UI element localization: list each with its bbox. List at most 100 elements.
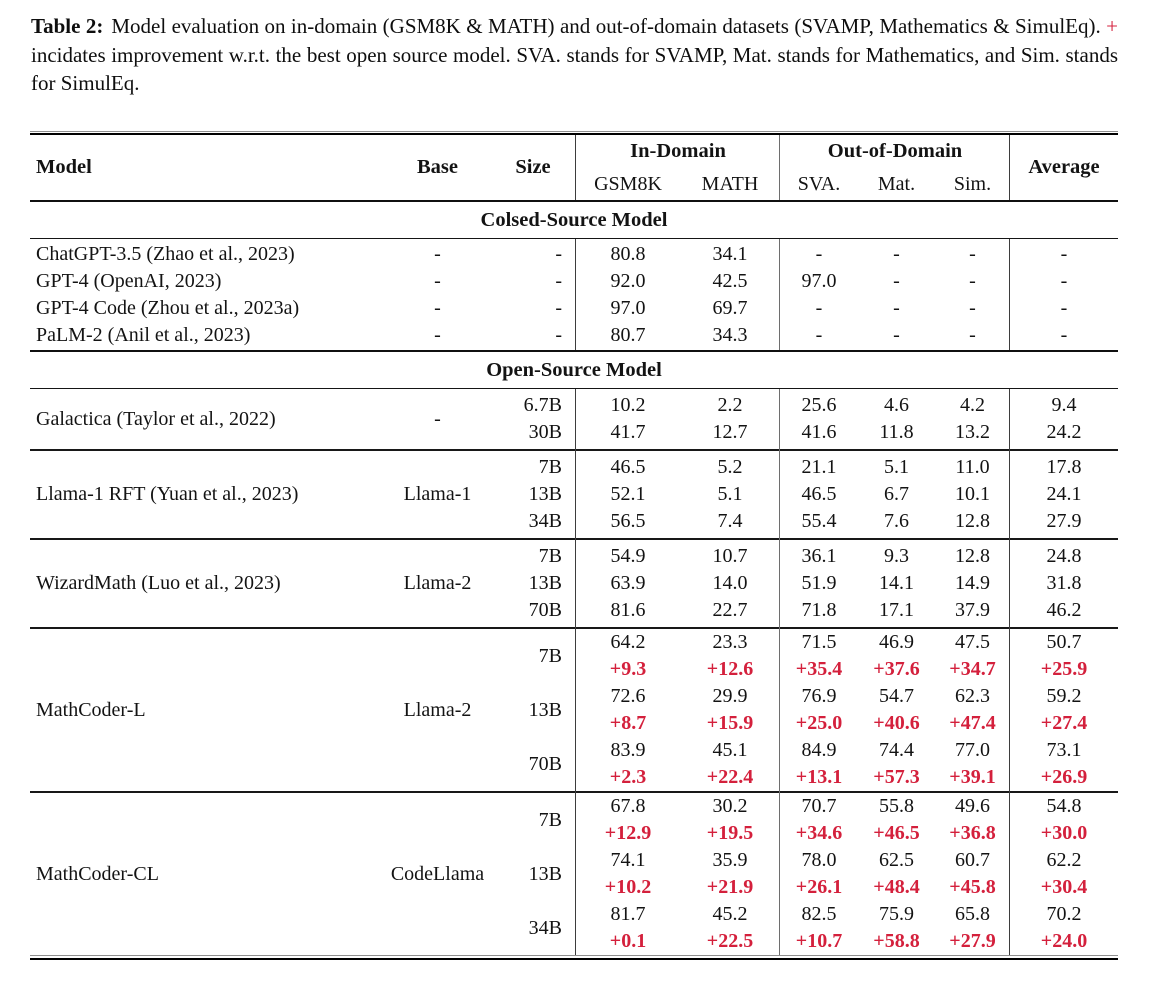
metric-value: 73.1: [1046, 739, 1082, 761]
metric-value: 41.7: [610, 421, 646, 443]
metric-value: 65.8: [955, 903, 990, 925]
metric-value: 78.0: [801, 849, 837, 871]
base-model: -: [434, 407, 441, 430]
metric-improvement: +47.4: [949, 712, 996, 734]
metric-value: -: [1060, 243, 1068, 265]
metric-value: 34.3: [712, 324, 748, 346]
metric-value: 97.0: [801, 270, 837, 292]
metric-improvement: +22.5: [706, 930, 754, 952]
metric-improvement: +40.6: [873, 712, 920, 734]
evaluation-table: Model Base Size In-Domain Out-of-Domain …: [30, 130, 1118, 960]
base-model: -: [434, 243, 441, 265]
metric-improvement: +12.9: [604, 822, 652, 844]
vertical-rule: [1009, 135, 1011, 200]
metric-value: 14.0: [712, 572, 748, 594]
metric-value: 5.1: [884, 456, 909, 478]
model-group: WizardMath (Luo et al., 2023) Llama-2 7B 54…: [30, 540, 1118, 627]
model-group: Galactica (Taylor et al., 2022) - 6.7B 10.2…: [30, 389, 1118, 449]
section-body: Galactica (Taylor et al., 2022) - 6.7B 10.2…: [30, 389, 1118, 955]
metric-improvement: +27.4: [1040, 712, 1088, 734]
metric-value: 59.2: [1046, 685, 1082, 707]
metric-value: 13.2: [955, 421, 990, 443]
metric-value: 75.9: [879, 903, 914, 925]
metric-improvement: +10.2: [604, 876, 652, 898]
metric-value: -: [969, 324, 976, 346]
metric-improvement: +26.1: [795, 876, 843, 898]
model-group: GPT-4 Code (Zhou et al., 2023a) - - 97.0 69.…: [30, 295, 1118, 322]
model-group: MathCoder-L Llama-2 7B 64.2 23.3 71.5 46.9 47.5…: [30, 629, 1118, 791]
metric-value: 10.7: [712, 545, 748, 567]
metric-improvement: +0.1: [609, 930, 647, 952]
metric-improvement: +27.9: [949, 930, 996, 952]
metric-value: 11.0: [955, 456, 990, 478]
metric-value: 55.8: [879, 795, 914, 817]
vertical-rule: [779, 239, 781, 350]
metric-value: 9.4: [1051, 394, 1077, 416]
metric-value: -: [893, 270, 900, 292]
model-name: MathCoder-L: [36, 698, 146, 721]
section-title: Open-Source Model: [486, 358, 662, 381]
metric-improvement: +19.5: [706, 822, 754, 844]
metric-improvement: +13.1: [795, 766, 843, 788]
model-size: 70B: [528, 599, 562, 621]
metric-value: 24.1: [1046, 483, 1082, 505]
metric-value: 74.1: [610, 849, 646, 871]
group-separator-rule: [30, 449, 1118, 451]
model-name: GPT-4 Code (Zhou et al., 2023a): [36, 297, 300, 319]
caption-text-2: incidates improvement w.r.t. the best op…: [31, 42, 1118, 96]
base-model: Llama-2: [403, 572, 472, 594]
table-body: Colsed-Source Model ChatGPT-3.5 (Zhao et …: [30, 200, 1118, 955]
section-title: Colsed-Source Model: [480, 208, 668, 231]
vertical-rule: [1009, 239, 1011, 350]
metric-value: 27.9: [1046, 510, 1082, 532]
metric-value: 80.8: [610, 243, 646, 265]
metric-improvement: +34.7: [949, 658, 996, 680]
metric-value: 54.9: [610, 545, 646, 567]
metric-improvement: +9.3: [609, 658, 647, 680]
metric-value: 4.2: [960, 394, 985, 416]
metric-value: 54.7: [879, 685, 914, 707]
header-size: Size: [515, 156, 551, 178]
metric-value: 22.7: [712, 599, 748, 621]
metric-value: 92.0: [610, 270, 646, 292]
metric-value: 17.1: [879, 599, 914, 621]
metric-value: 62.2: [1046, 849, 1082, 871]
metric-value: 45.2: [712, 903, 748, 925]
metric-value: -: [815, 324, 823, 346]
metric-value: 10.1: [955, 483, 990, 505]
metric-value: 71.8: [801, 599, 837, 621]
metric-improvement: +22.4: [706, 766, 754, 788]
metric-value: -: [815, 243, 823, 265]
metric-value: 84.9: [801, 739, 837, 761]
model-name: GPT-4 (OpenAI, 2023): [36, 270, 222, 292]
metric-value: 81.6: [610, 599, 646, 621]
model-size: 7B: [538, 545, 562, 567]
vertical-rule: [779, 389, 781, 955]
metric-value: 82.5: [801, 903, 837, 925]
metric-improvement: +36.8: [949, 822, 996, 844]
model-size: 30B: [528, 421, 562, 443]
vertical-rule: [575, 239, 577, 350]
table-caption: Table 2: Model evaluation on in-domain (G…: [0, 0, 1149, 98]
metric-value: 56.5: [610, 510, 646, 532]
metric-value: 9.3: [884, 545, 909, 567]
metric-value: 41.6: [801, 421, 837, 443]
model-name: WizardMath (Luo et al., 2023): [36, 572, 281, 594]
metric-value: 42.5: [712, 270, 748, 292]
metric-improvement: +2.3: [609, 766, 647, 788]
metric-value: 29.9: [712, 685, 748, 707]
model-size: 70B: [528, 752, 562, 775]
metric-value: 64.2: [610, 631, 646, 653]
metric-value: -: [893, 297, 900, 319]
metric-value: 83.9: [610, 739, 646, 761]
model-size: 7B: [538, 644, 562, 667]
metric-value: 69.7: [712, 297, 748, 319]
model-size: -: [555, 243, 562, 265]
metric-value: 47.5: [955, 631, 990, 653]
group-separator-rule: [30, 791, 1118, 793]
metric-value: 7.6: [884, 510, 909, 532]
metric-value: 97.0: [610, 297, 646, 319]
vertical-rule: [1009, 389, 1011, 955]
metric-value: 23.3: [712, 631, 748, 653]
